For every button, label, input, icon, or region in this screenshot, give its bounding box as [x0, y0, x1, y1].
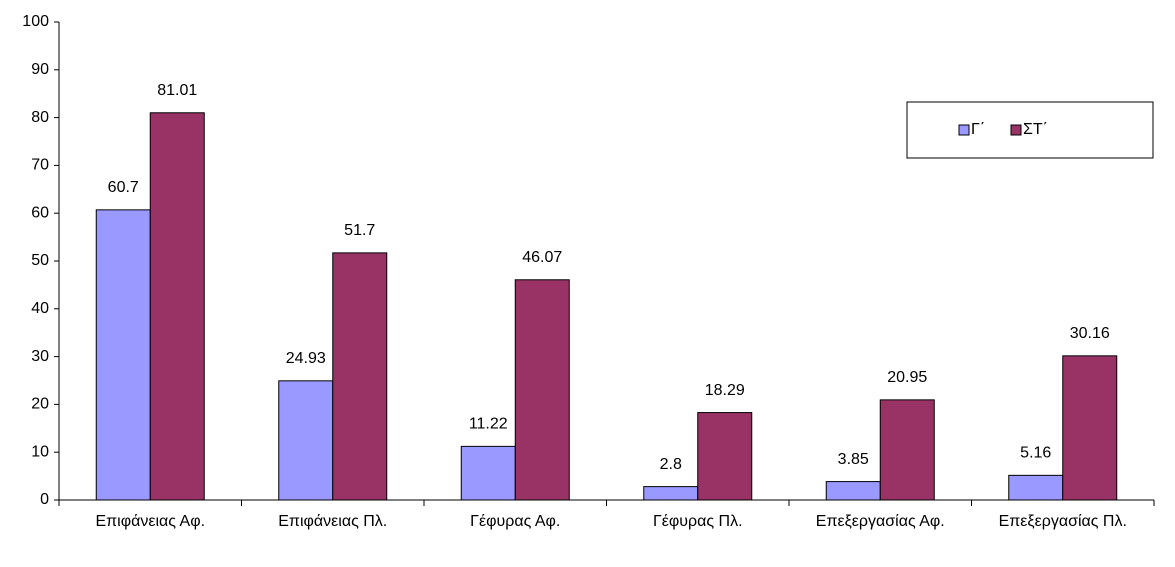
bar [1008, 474, 1064, 501]
bar [460, 445, 516, 501]
y-tick-label: 60 [31, 204, 49, 221]
bar [825, 481, 881, 501]
y-tick-label: 30 [31, 348, 49, 365]
bar [278, 380, 334, 501]
y-tick-label: 10 [31, 443, 49, 460]
bar [697, 412, 753, 501]
y-tick-label: 0 [40, 491, 49, 508]
y-tick-label: 40 [31, 300, 49, 317]
x-tick-label: Επιφάνειας Πλ. [278, 513, 388, 530]
x-tick-label: Επεξεργασίας Αφ. [815, 513, 945, 530]
y-tick-label: 90 [31, 61, 49, 78]
legend-box [906, 101, 1154, 159]
data-label: 11.22 [469, 416, 508, 433]
x-tick-label: Γέφυρας Αφ. [470, 513, 561, 530]
bar [1062, 355, 1118, 501]
bar [643, 486, 699, 501]
data-label: 2.8 [660, 456, 682, 473]
bar [95, 209, 151, 501]
data-label: 60.7 [108, 179, 139, 196]
y-tick-label: 70 [31, 157, 49, 174]
x-tick-label: Επεξεργασίας Πλ. [998, 513, 1127, 530]
y-tick-label: 20 [31, 396, 49, 413]
data-label: 3.85 [838, 451, 869, 468]
data-label: 24.93 [286, 350, 326, 367]
data-label: 81.01 [157, 82, 197, 99]
data-label: 5.16 [1020, 445, 1051, 462]
data-label: 30.16 [1070, 325, 1110, 342]
data-label: 18.29 [705, 382, 745, 399]
legend-swatch [1010, 124, 1022, 136]
y-tick-label: 100 [22, 13, 49, 30]
bar [879, 399, 935, 501]
bar [514, 279, 570, 501]
y-tick-label: 50 [31, 252, 49, 269]
data-label: 51.7 [344, 222, 375, 239]
data-label: 46.07 [522, 249, 562, 266]
x-tick-label: Γέφυρας Πλ. [652, 513, 743, 530]
x-tick-label: Επιφάνειας Αφ. [95, 513, 206, 530]
legend-swatch [958, 124, 970, 136]
legend-label: ΣΤ΄ [1023, 121, 1048, 138]
bar [149, 112, 205, 501]
bar [332, 252, 388, 501]
y-tick-label: 80 [31, 109, 49, 126]
data-label: 20.95 [887, 369, 927, 386]
legend-label: Γ΄ [971, 121, 985, 138]
